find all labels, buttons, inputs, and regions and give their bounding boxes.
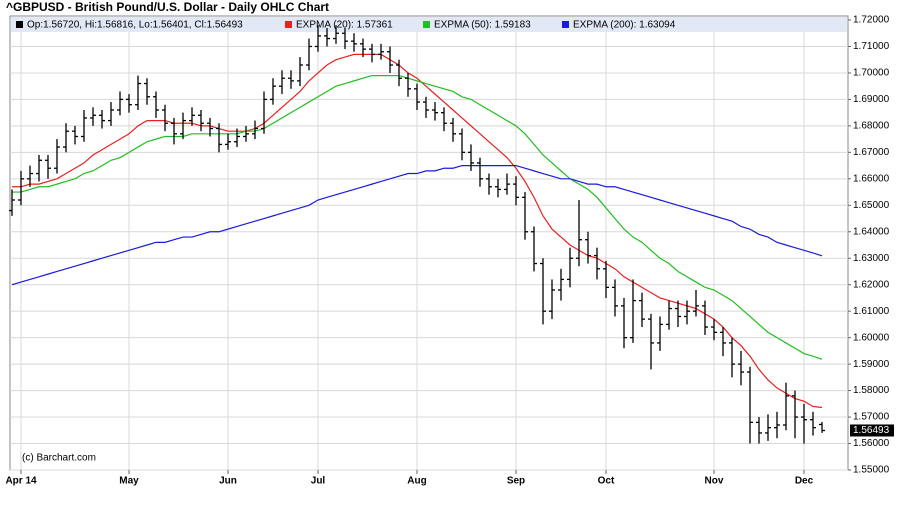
x-tick-label: Sep (507, 476, 525, 487)
legend-swatch (423, 21, 430, 28)
y-tick-label: 1.66000 (853, 173, 890, 184)
x-tick-label: Jul (311, 476, 326, 487)
y-tick-label: 1.55000 (853, 465, 890, 476)
y-tick-label: 1.58000 (853, 385, 890, 396)
y-tick-label: 1.71000 (853, 41, 890, 52)
legend-label: EXPMA (50): 1.59183 (434, 20, 531, 31)
y-tick-label: 1.61000 (853, 306, 890, 317)
y-tick-label: 1.70000 (853, 68, 890, 79)
x-tick-label: Apr 14 (5, 476, 37, 487)
legend-swatch (285, 21, 292, 28)
last-price-label: 1.56493 (853, 425, 890, 436)
x-tick-label: Dec (795, 476, 814, 487)
y-tick-label: 1.62000 (853, 279, 890, 290)
ohlc-legend: Op:1.56720, Hi:1.56816, Lo:1.56401, Cl:1… (27, 20, 243, 31)
y-tick-label: 1.67000 (853, 147, 890, 158)
y-tick-label: 1.64000 (853, 226, 890, 237)
y-tick-label: 1.59000 (853, 359, 890, 370)
y-tick-label: 1.60000 (853, 332, 890, 343)
x-tick-label: Aug (407, 476, 426, 487)
ema-line (12, 74, 823, 360)
copyright: (c) Barchart.com (22, 453, 96, 464)
x-tick-label: May (119, 476, 139, 487)
y-tick-label: 1.57000 (853, 412, 890, 423)
y-tick-label: 1.56000 (853, 438, 890, 449)
x-tick-label: Jun (219, 476, 237, 487)
y-tick-label: 1.69000 (853, 94, 890, 105)
x-tick-label: Nov (705, 476, 724, 487)
last-price-box (850, 424, 894, 437)
y-tick-label: 1.72000 (853, 15, 890, 26)
legend-label: EXPMA (20): 1.57361 (296, 20, 393, 31)
y-tick-label: 1.65000 (853, 200, 890, 211)
legend-label: EXPMA (200): 1.63094 (573, 20, 676, 31)
y-tick-label: 1.68000 (853, 121, 890, 132)
y-tick-label: 1.63000 (853, 253, 890, 264)
legend-swatch (16, 21, 23, 28)
legend-swatch (562, 21, 569, 28)
chart-title: ^GBPUSD - British Pound/U.S. Dollar - Da… (6, 0, 329, 14)
x-tick-label: Oct (598, 476, 615, 487)
ema-line (11, 164, 823, 286)
